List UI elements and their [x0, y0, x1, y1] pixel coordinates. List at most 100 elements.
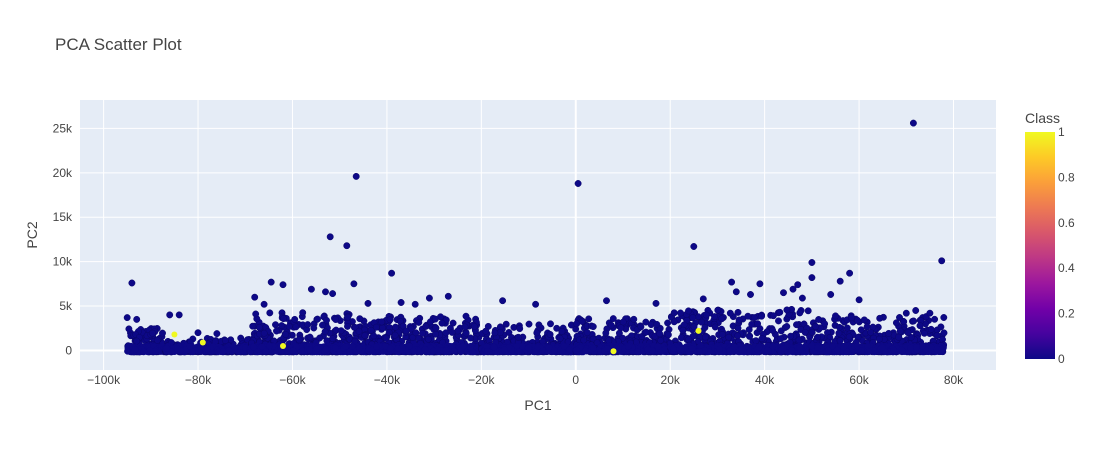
scatter-point — [260, 300, 268, 308]
scatter-point — [249, 322, 257, 330]
scatter-point — [789, 285, 797, 293]
scatter-point — [574, 180, 582, 187]
scatter-point — [755, 344, 763, 351]
scatter-point — [342, 343, 350, 350]
scatter-point — [875, 335, 883, 343]
scatter-point — [514, 333, 522, 341]
scatter-point — [769, 342, 777, 350]
scatter-point — [748, 320, 756, 328]
scatter-point — [642, 328, 650, 336]
scatter-point — [231, 346, 238, 353]
y-tick-label: 0 — [65, 343, 72, 357]
scatter-point — [250, 343, 257, 351]
scatter-point — [534, 343, 542, 351]
scatter-point — [876, 314, 884, 322]
scatter-point — [545, 344, 553, 351]
scatter-point — [777, 335, 785, 343]
scatter-point — [256, 323, 263, 331]
scatter-point — [746, 348, 753, 356]
scatter-point — [808, 259, 816, 266]
scatter-point — [670, 318, 678, 326]
scatter-point — [699, 295, 707, 303]
scatter-point — [732, 288, 740, 296]
scatter-point — [734, 332, 742, 340]
x-tick-label: −60k — [279, 373, 306, 387]
scatter-point — [863, 323, 871, 331]
scatter-point — [716, 345, 723, 353]
scatter-point-class-1 — [171, 331, 178, 338]
scatter-point — [734, 324, 742, 332]
scatter-point — [919, 343, 926, 350]
scatter-point — [846, 269, 854, 277]
scatter-point — [355, 327, 363, 335]
scatter-point — [501, 346, 508, 353]
scatter-point — [896, 314, 903, 321]
scatter-point — [728, 278, 736, 286]
scatter-point — [933, 331, 941, 339]
scatter-point — [701, 347, 708, 354]
scatter-point — [373, 343, 380, 350]
scatter-point — [764, 346, 771, 354]
scatter-point — [813, 333, 821, 341]
scatter-point — [854, 343, 861, 350]
scatter-point — [291, 315, 299, 323]
scatter-point — [734, 308, 742, 316]
scatter-point — [603, 297, 610, 305]
scatter-point — [920, 329, 928, 337]
x-tick-label: 20k — [661, 373, 681, 387]
scatter-point — [670, 345, 677, 352]
scatter-point — [718, 315, 726, 323]
scatter-point — [163, 345, 170, 352]
scatter-point — [385, 328, 393, 336]
scatter-point — [533, 329, 541, 337]
scatter-point — [519, 343, 526, 350]
scatter-point — [225, 347, 233, 354]
scatter-point — [747, 291, 754, 298]
scatter-point — [370, 332, 378, 340]
scatter-point — [573, 346, 580, 354]
scatter-point — [582, 347, 589, 354]
colorbar-ticks: 0 0.2 0.4 0.6 0.8 1 — [1058, 125, 1075, 366]
scatter-point — [513, 343, 520, 350]
scatter-point — [916, 322, 924, 330]
scatter-point — [780, 289, 787, 297]
scatter-point — [688, 345, 696, 352]
scatter-point — [726, 309, 734, 317]
y-tick-label: 5k — [59, 299, 73, 313]
x-tick-label: −40k — [374, 373, 401, 387]
scatter-point — [444, 292, 452, 300]
scatter-point — [808, 328, 816, 336]
scatter-point — [364, 299, 372, 307]
scatter-point — [644, 345, 652, 353]
scatter-point — [793, 321, 800, 329]
scatter-point — [685, 307, 692, 315]
scatter-point — [307, 285, 315, 293]
colorbar-tick-label: 1 — [1058, 125, 1065, 139]
scatter-point — [927, 343, 935, 351]
scatter-point — [532, 300, 540, 308]
scatter-point — [752, 337, 760, 345]
scatter-point — [450, 347, 458, 355]
scatter-point — [402, 327, 410, 335]
scatter-point — [840, 343, 847, 351]
scatter-point — [702, 311, 710, 319]
scatter-point — [787, 332, 795, 340]
scatter-point — [204, 346, 211, 353]
scatter-point — [617, 324, 625, 332]
scatter-point — [670, 309, 678, 317]
scatter-point — [332, 316, 340, 323]
scatter-point — [690, 323, 698, 331]
scatter-point — [516, 325, 524, 333]
scatter-point — [484, 348, 491, 355]
scatter-point — [664, 331, 672, 339]
scatter-point — [808, 342, 816, 350]
scatter-point — [896, 327, 904, 335]
scatter-point — [756, 280, 764, 288]
scatter-point — [159, 329, 166, 337]
scatter-point — [352, 172, 360, 180]
scatter-point — [133, 315, 141, 323]
scatter-point — [278, 347, 285, 354]
scatter-point — [258, 343, 266, 350]
scatter-point — [278, 322, 286, 330]
scatter-point — [415, 318, 423, 326]
